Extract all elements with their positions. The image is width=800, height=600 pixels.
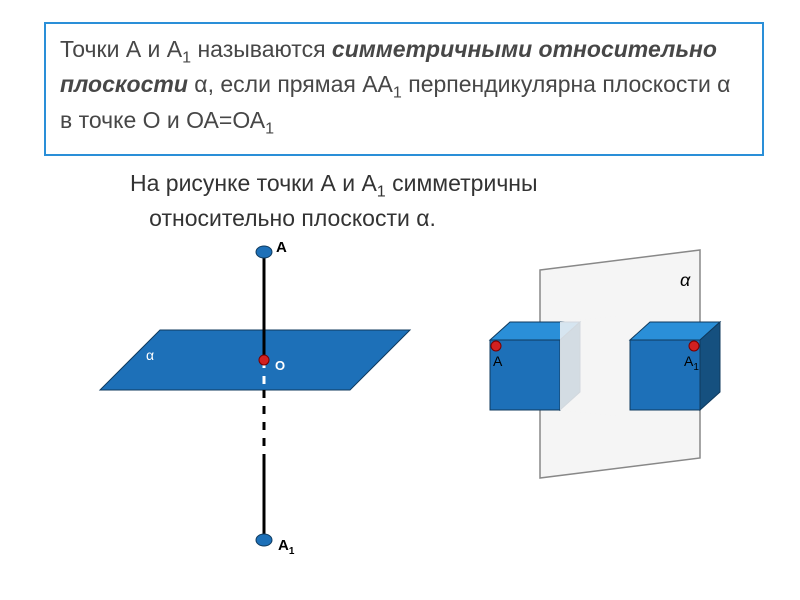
cube-left-dot — [491, 341, 501, 351]
label-alpha-right: α — [680, 270, 691, 290]
diagram-svg: АОА1ααАА1 — [0, 240, 800, 580]
point-A1 — [256, 534, 272, 546]
def-text-2: называются — [191, 36, 332, 62]
label-cube-A: А — [493, 353, 503, 369]
cube-left-front — [490, 340, 560, 410]
label-A1: А1 — [278, 537, 295, 557]
def-sub-2: 1 — [393, 84, 402, 102]
label-alpha-left: α — [146, 347, 154, 363]
caption-sub: 1 — [377, 183, 386, 201]
point-O — [259, 355, 269, 365]
def-text-3: α, если прямая АА — [188, 71, 393, 97]
caption-text: На рисунке точки А и А1 симметричны отно… — [130, 168, 690, 234]
label-O: О — [275, 358, 285, 373]
diagram-area: АОА1ααАА1 — [0, 240, 800, 580]
point-A — [256, 246, 272, 258]
definition-text: Точки А и А1 называются симметричными от… — [60, 34, 748, 140]
def-sub-1: 1 — [182, 49, 191, 67]
caption-line1-a: На рисунке точки А и А — [130, 170, 377, 196]
mirror-overlay — [560, 316, 620, 416]
def-sub-3: 1 — [265, 119, 274, 137]
definition-box: Точки А и А1 называются симметричными от… — [44, 22, 764, 156]
caption-line1-b: симметричны — [386, 170, 538, 196]
label-A: А — [276, 240, 287, 256]
cube-right-dot — [689, 341, 699, 351]
caption-line2: относительно плоскости α. — [149, 205, 436, 231]
cube-right-front — [630, 340, 700, 410]
def-text-1: Точки А и А — [60, 36, 182, 62]
